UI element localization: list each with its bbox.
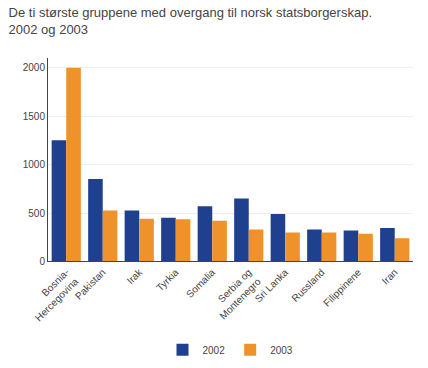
svg-text:Serbia ogMontenegro: Serbia ogMontenegro	[208, 266, 263, 321]
svg-text:2002: 2002	[203, 345, 226, 356]
svg-text:Tyrkia: Tyrkia	[154, 266, 181, 293]
svg-text:Russland: Russland	[289, 267, 326, 304]
svg-text:Pakistan: Pakistan	[73, 267, 108, 302]
svg-text:Filippinene: Filippinene	[321, 266, 363, 308]
svg-text:1500: 1500	[23, 111, 46, 122]
svg-text:Somalia: Somalia	[184, 266, 218, 300]
svg-text:Bosnia-Hercegovina: Bosnia-Hercegovina	[24, 266, 81, 323]
svg-text:Irak: Irak	[125, 266, 145, 286]
svg-text:2003: 2003	[270, 345, 293, 356]
svg-text:0: 0	[39, 256, 45, 267]
svg-text:De ti største gruppene med ove: De ti største gruppene med overgang til …	[9, 5, 372, 37]
svg-text:2000: 2000	[23, 62, 46, 73]
svg-text:Sri Lanka: Sri Lanka	[253, 266, 291, 304]
svg-text:1000: 1000	[23, 159, 46, 170]
svg-text:500: 500	[28, 208, 45, 219]
svg-text:Iran: Iran	[380, 267, 400, 287]
